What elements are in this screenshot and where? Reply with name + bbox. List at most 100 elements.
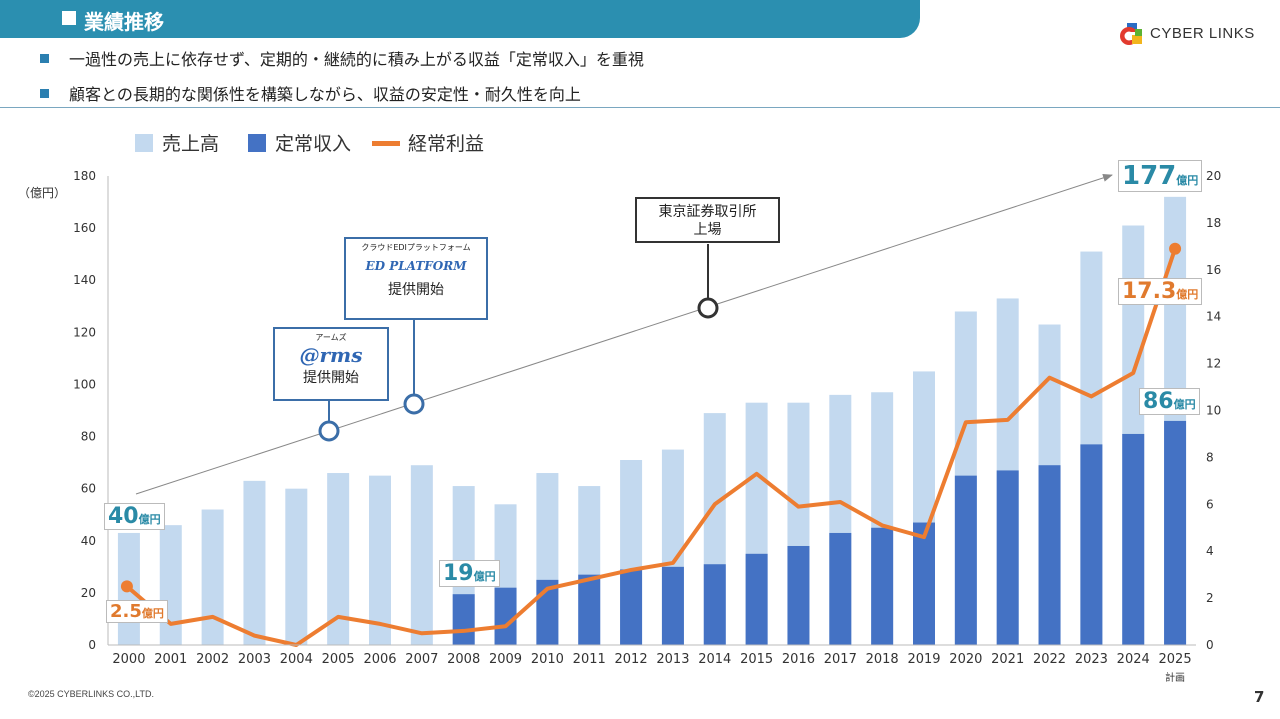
- y-tick-label: 40: [81, 534, 96, 548]
- callout-sales-2025: 177億円: [1118, 160, 1203, 192]
- x-tick-label: 2004: [280, 652, 313, 667]
- bar-recurring-2016: [787, 545, 810, 645]
- page-title: 業績推移: [84, 10, 164, 34]
- y2-tick-label: 18: [1206, 216, 1221, 230]
- x-tick-label: 2012: [615, 652, 648, 667]
- y-tick-label: 140: [73, 273, 96, 287]
- profit-point-2000: [120, 580, 133, 593]
- bar-recurring-2022: [1038, 465, 1061, 645]
- y2-tick-label: 12: [1206, 357, 1221, 371]
- bar-recurring-2013: [661, 566, 684, 645]
- arms-logo: @rms: [299, 343, 363, 367]
- callout-profit-2025: 17.3億円: [1118, 278, 1203, 305]
- y-axis-right: 0 2 4 6 8 10 12 14 16 18 20: [1206, 169, 1221, 652]
- legend-label: 定常収入: [275, 133, 351, 155]
- profit-point-2025: [1169, 242, 1182, 255]
- x-plan-label: 計画: [1165, 671, 1185, 684]
- x-tick-label: 2008: [447, 652, 480, 667]
- y-tick-label: 100: [73, 377, 96, 391]
- x-tick-label: 2024: [1117, 652, 1150, 667]
- y2-tick-label: 0: [1206, 638, 1214, 652]
- bar-sales-2002: [201, 509, 224, 645]
- trend-arrow: [135, 173, 1113, 495]
- arms-annotation: アームズ @rms 提供開始: [273, 327, 389, 401]
- y2-tick-label: 14: [1206, 310, 1221, 324]
- legend-label: 経常利益: [408, 133, 484, 155]
- tse-annotation: 東京証券取引所 上場: [635, 197, 780, 243]
- x-tick-label: 2007: [405, 652, 438, 667]
- profit-line: [120, 242, 1182, 647]
- bar-recurring-2014: [703, 564, 726, 645]
- x-tick-label: 2006: [363, 652, 396, 667]
- y-tick-label: 60: [81, 482, 96, 496]
- header-bar: 業績推移: [0, 0, 920, 38]
- y-axis-left: 0 20 40 60 80 100 120 140 160 180 （億円）: [18, 169, 109, 652]
- x-tick-label: 2003: [238, 652, 271, 667]
- y2-tick-label: 6: [1206, 497, 1214, 511]
- y2-tick-label: 10: [1206, 404, 1221, 418]
- legend-label: 売上高: [162, 133, 219, 155]
- x-tick-label: 2005: [322, 652, 355, 667]
- y-tick-label: 0: [88, 638, 96, 652]
- callout-recurring-2025: 86億円: [1139, 388, 1200, 415]
- x-tick-label: 2013: [656, 652, 689, 667]
- divider: [0, 107, 1280, 108]
- bar-recurring-2021: [996, 470, 1019, 645]
- legend-swatch: [372, 141, 400, 146]
- y2-tick-label: 4: [1206, 544, 1214, 558]
- copyright: ©2025 CYBERLINKS CO.,LTD.: [28, 689, 155, 699]
- x-tick-label: 2016: [782, 652, 815, 667]
- x-tick-label: 2002: [196, 652, 229, 667]
- bars: [117, 196, 1187, 646]
- platform-logo: ED PLATFORM: [365, 259, 467, 273]
- bar-recurring-2025: [1164, 420, 1187, 645]
- bar-recurring-2018: [871, 527, 894, 645]
- x-tick-label: 2001: [154, 652, 187, 667]
- y2-tick-label: 16: [1206, 263, 1221, 277]
- y-axis-unit-label: （億円）: [18, 186, 66, 200]
- bar-sales-2004: [285, 488, 308, 645]
- y2-tick-label: 2: [1206, 591, 1214, 605]
- bar-sales-2003: [243, 480, 266, 645]
- bar-recurring-2012: [620, 569, 643, 645]
- x-tick-label: 2009: [489, 652, 522, 667]
- callout-profit-2000: 2.5億円: [106, 600, 168, 623]
- x-tick-label: 2022: [1033, 652, 1066, 667]
- milestone-markers: [318, 244, 719, 442]
- platform-annotation: クラウドEDIプラットフォーム ED PLATFORM 提供開始: [344, 237, 488, 320]
- x-tick-label: 2023: [1075, 652, 1108, 667]
- legend-swatch: [248, 134, 266, 152]
- bar-recurring-2020: [954, 475, 977, 645]
- profit-series-line: [125, 248, 1177, 647]
- bar-recurring-2017: [829, 532, 852, 645]
- x-tick-label: 2019: [907, 652, 940, 667]
- bar-recurring-2009: [494, 587, 517, 645]
- legend-swatch: [135, 134, 153, 152]
- y-tick-label: 120: [73, 325, 96, 339]
- x-tick-label: 2010: [531, 652, 564, 667]
- x-tick-label: 2025: [1159, 652, 1192, 667]
- marker-tse-dot: [697, 297, 719, 319]
- header-square-icon: [62, 11, 76, 25]
- bar-recurring-2023: [1080, 444, 1103, 645]
- x-tick-label: 2014: [698, 652, 731, 667]
- marker-arms-dot: [318, 420, 340, 442]
- y-tick-label: 160: [73, 221, 96, 235]
- x-tick-label: 2018: [866, 652, 899, 667]
- y2-tick-label: 20: [1206, 169, 1221, 183]
- bar-recurring-2024: [1122, 433, 1145, 645]
- cyberlinks-logo-icon: [1120, 23, 1142, 45]
- y2-tick-label: 8: [1206, 450, 1214, 464]
- bar-recurring-2008: [452, 594, 475, 645]
- bar-sales-2005: [327, 473, 350, 645]
- bar-sales-2001: [159, 525, 182, 645]
- bar-sales-2007: [410, 465, 433, 645]
- x-tick-label: 2020: [949, 652, 982, 667]
- bar-sales-2006: [369, 475, 391, 645]
- x-tick-label: 2021: [991, 652, 1024, 667]
- y-tick-label: 80: [81, 430, 96, 444]
- marker-platform-dot: [403, 393, 425, 415]
- bar-recurring-2015: [745, 553, 768, 645]
- cyberlinks-logo: CYBER LINKS: [1118, 18, 1268, 50]
